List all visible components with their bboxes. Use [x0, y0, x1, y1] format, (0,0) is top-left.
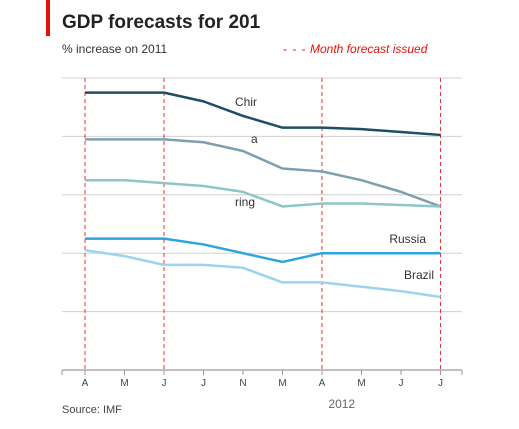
x-year-label: 2012	[328, 397, 355, 411]
series-line-2	[85, 178, 441, 208]
brand-accent-bar	[46, 0, 50, 36]
series-line-0	[85, 91, 441, 137]
series-label-3: Russia	[389, 232, 426, 246]
series-label-1: a	[251, 132, 258, 146]
series-label-4: Brazil	[404, 268, 434, 282]
series-line-1	[85, 138, 441, 208]
x-tick-label: N	[239, 378, 246, 389]
x-tick-label: J	[438, 378, 443, 389]
legend-dash-symbol: - - -	[283, 42, 307, 56]
x-tick-label: M	[357, 378, 365, 389]
x-tick-label: J	[201, 378, 206, 389]
series-line-4	[84, 249, 441, 299]
x-tick-label: A	[82, 378, 89, 389]
legend-label: Month forecast issued	[310, 42, 428, 56]
x-tick-label: A	[319, 378, 326, 389]
series-label-0: Chir	[235, 95, 257, 109]
x-tick-label: J	[162, 378, 167, 389]
series-line-3	[85, 237, 441, 264]
x-tick-label: J	[399, 378, 404, 389]
chart-subtitle: % increase on 2011	[62, 42, 168, 56]
series-label-2: ring	[235, 195, 255, 209]
x-tick-label: M	[120, 378, 128, 389]
chart-legend: - - - Month forecast issued	[283, 42, 427, 56]
x-tick-label: M	[278, 378, 286, 389]
source-note: Source: IMF	[62, 404, 122, 416]
chart-title: GDP forecasts for 201	[62, 12, 261, 33]
